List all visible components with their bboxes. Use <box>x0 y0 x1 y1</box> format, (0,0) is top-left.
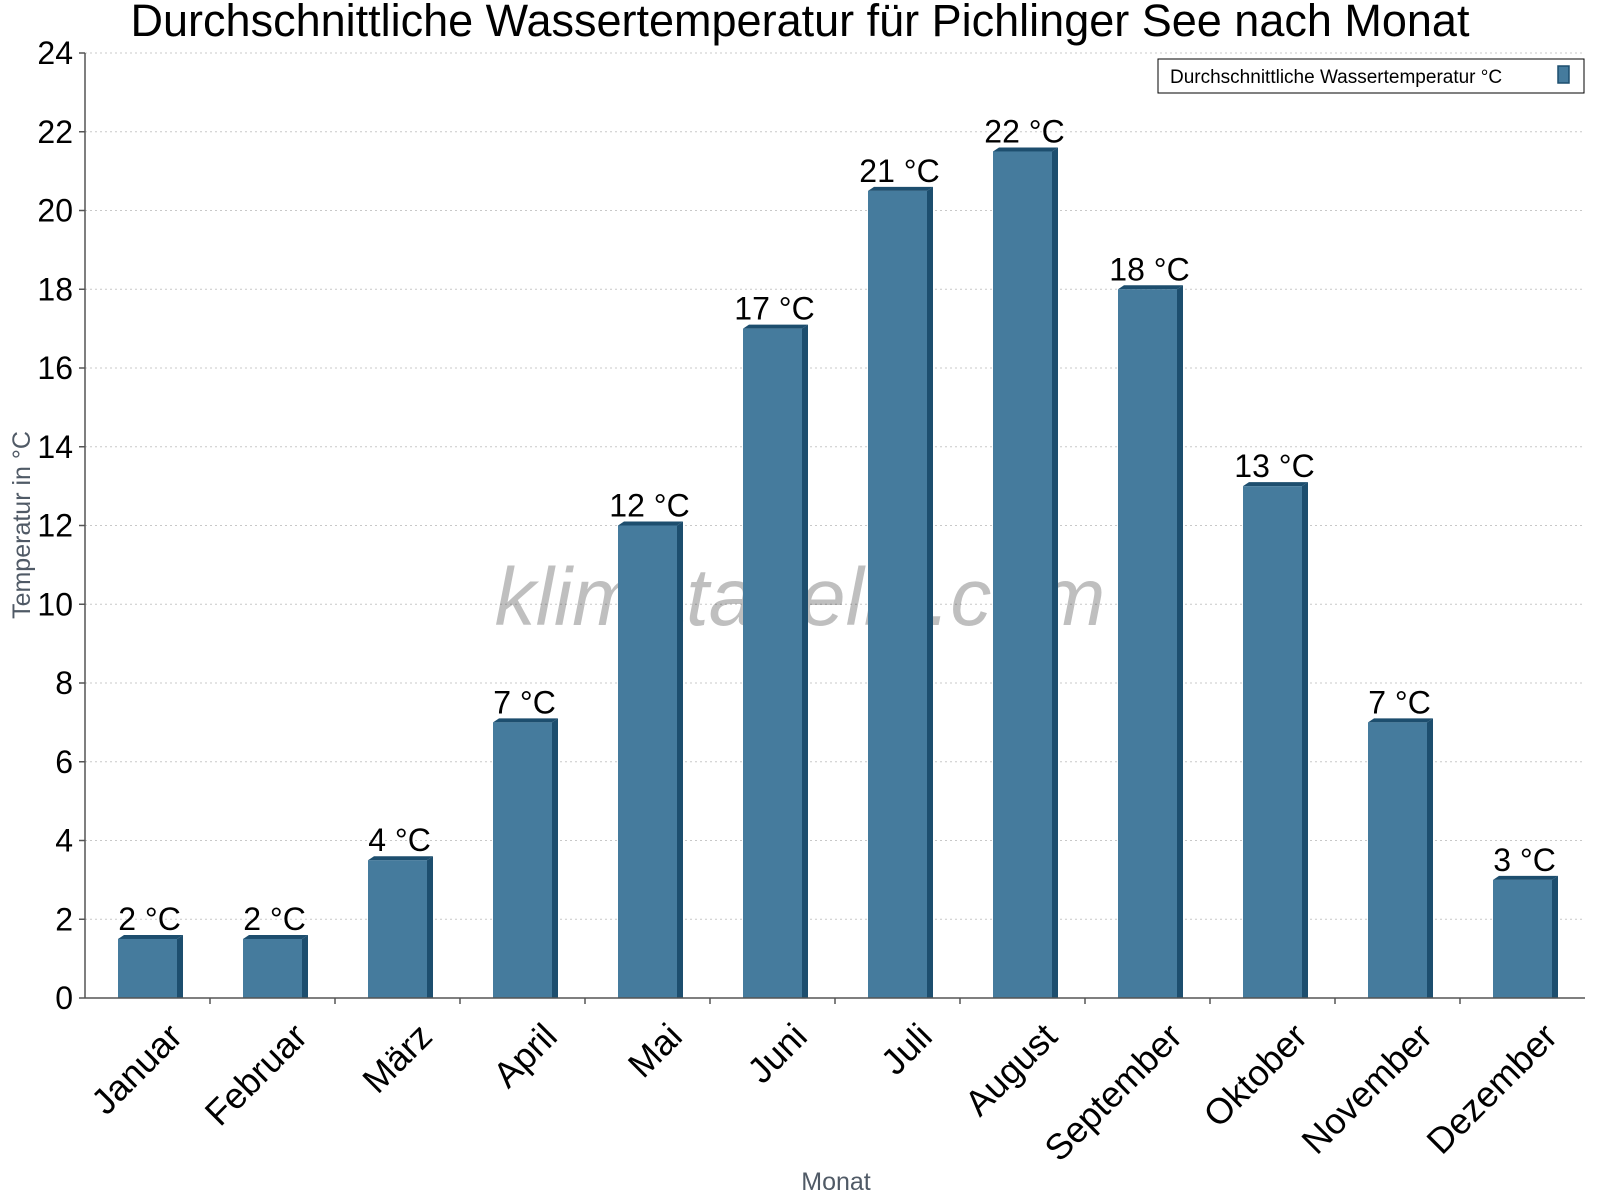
bar-value-label: 2 °C <box>118 901 181 937</box>
bar-side <box>1552 875 1558 998</box>
x-tick-label: Dezember <box>1418 1015 1564 1161</box>
bar-side <box>1302 482 1308 998</box>
legend-swatch <box>1557 65 1570 84</box>
bar-value-label: 7 °C <box>493 684 556 720</box>
x-tick-label: August <box>957 1015 1065 1123</box>
bar-top <box>493 718 558 723</box>
legend: Durchschnittliche Wassertemperatur °C <box>1157 58 1585 94</box>
bar-top <box>368 856 433 861</box>
bar-value-label: 7 °C <box>1368 684 1431 720</box>
bar-value-label: 18 °C <box>1109 251 1189 287</box>
bar-value-label: 22 °C <box>984 113 1064 149</box>
bar-front <box>993 151 1052 998</box>
bar-august <box>993 147 1058 998</box>
bar-top <box>1493 875 1558 880</box>
bar-front <box>1243 486 1302 998</box>
y-tick-label: 6 <box>55 744 73 780</box>
bar-side <box>1052 147 1058 998</box>
x-tick-label: Oktober <box>1195 1015 1315 1135</box>
y-tick-label: 22 <box>37 114 73 150</box>
bar-top <box>1243 482 1308 487</box>
bar-side <box>427 856 433 998</box>
bar-front <box>743 328 802 998</box>
bar-value-label: 3 °C <box>1493 842 1556 878</box>
bar-top <box>118 934 183 939</box>
bar-top <box>743 324 808 329</box>
x-tick-label: Mai <box>620 1015 690 1085</box>
y-tick-label: 12 <box>37 508 73 544</box>
y-tick-label: 2 <box>55 901 73 937</box>
legend-entry-label: Durchschnittliche Wassertemperatur °C <box>1170 67 1502 88</box>
bar-front <box>118 938 177 998</box>
chart-title: Durchschnittliche Wassertemperatur für P… <box>131 0 1470 46</box>
bar-front <box>1368 722 1427 998</box>
grid-lines <box>85 52 1585 920</box>
bar-top <box>868 186 933 191</box>
bar-side <box>1177 285 1183 998</box>
bar-november <box>1368 718 1433 998</box>
bar-juli <box>868 186 933 998</box>
bar-oktober <box>1243 482 1308 998</box>
x-tick-label: Juli <box>873 1015 940 1082</box>
y-tick-label: 18 <box>37 271 73 307</box>
x-tick-label: Januar <box>83 1015 190 1122</box>
y-tick-label: 14 <box>37 429 73 465</box>
bar-side <box>802 324 808 998</box>
bar-side <box>927 186 933 998</box>
bar-side <box>177 934 183 998</box>
bar-value-label: 12 °C <box>609 488 689 524</box>
bar-top <box>618 521 683 526</box>
x-tick-label: September <box>1036 1015 1190 1169</box>
y-tick-label: 24 <box>37 35 73 71</box>
bar-juni <box>743 324 808 998</box>
bar-value-label: 17 °C <box>734 291 814 327</box>
bar-value-label: 13 °C <box>1234 448 1314 484</box>
bar-mai <box>618 521 683 998</box>
bar-value-label: 21 °C <box>859 153 939 189</box>
bar-september <box>1118 285 1183 998</box>
bar-januar <box>118 934 183 998</box>
y-tick-label: 20 <box>37 193 73 229</box>
x-axis-label: Monat <box>801 1168 871 1196</box>
bar-front <box>368 860 427 998</box>
x-tick-label: Februar <box>197 1015 315 1133</box>
x-tick-label: Juni <box>739 1015 815 1091</box>
bar-top <box>1368 718 1433 723</box>
bar-front <box>493 722 552 998</box>
x-axis-ticks: Januar Februar März April Mai Juni Juli AugustS… <box>83 998 1565 1169</box>
y-axis-label: Temperatur in °C <box>8 431 36 619</box>
bars <box>118 147 1558 998</box>
x-tick-label: März <box>354 1015 440 1101</box>
y-tick-label: 8 <box>55 665 73 701</box>
bar-top <box>1118 285 1183 290</box>
bar-front <box>1493 879 1552 998</box>
x-tick-label: November <box>1293 1015 1439 1161</box>
y-tick-label: 4 <box>55 823 73 859</box>
bar-labels: 2 °C 2 °C 4 °C 7 °C 12 °C 17 °C 21 °C 22 °C 18 °… <box>118 113 1556 937</box>
bar-side <box>302 934 308 998</box>
y-tick-label: 16 <box>37 350 73 386</box>
y-tick-label: 0 <box>55 980 73 1016</box>
bar-front <box>618 525 677 998</box>
bar-april <box>493 718 558 998</box>
bar-front <box>243 938 302 998</box>
bar-februar <box>243 934 308 998</box>
bar-side <box>1427 718 1433 998</box>
bar-value-label: 2 °C <box>243 901 306 937</box>
bar-top <box>243 934 308 939</box>
bar-value-label: 4 °C <box>368 822 431 858</box>
legend-box <box>1157 58 1585 94</box>
bar-front <box>1118 289 1177 998</box>
bar-märz <box>368 856 433 998</box>
bar-dezember <box>1493 875 1558 998</box>
bar-side <box>677 521 683 998</box>
x-tick-label: April <box>485 1015 565 1095</box>
y-tick-label: 10 <box>37 586 73 622</box>
bar-top <box>993 147 1058 152</box>
bar-front <box>868 190 927 998</box>
bar-side <box>552 718 558 998</box>
